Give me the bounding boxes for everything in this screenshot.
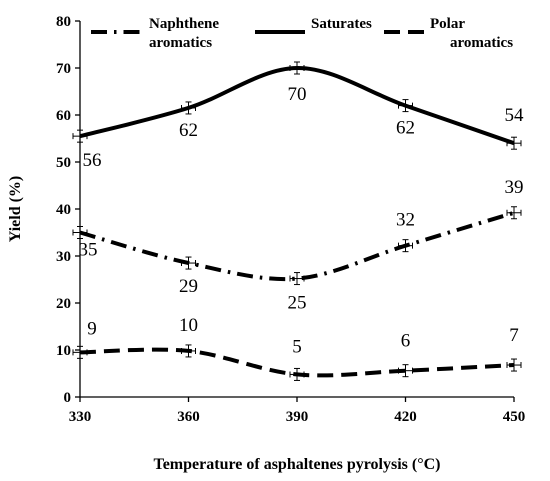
y-tick-label: 20	[56, 296, 71, 312]
data-label: 62	[396, 118, 415, 139]
error-bars	[72, 61, 522, 381]
data-label: 25	[288, 293, 307, 314]
data-label: 56	[83, 150, 102, 171]
legend-label-line: Polar	[430, 16, 465, 32]
y-tick-label: 10	[56, 343, 71, 359]
series-lines	[79, 65, 515, 378]
data-label: 10	[179, 315, 198, 336]
x-axis-title: Temperature of asphaltenes pyrolysis (°C…	[154, 456, 441, 473]
data-label: 62	[179, 120, 198, 141]
legend-label-line: Naphthene	[149, 16, 219, 32]
y-axis-title: Yield (%)	[7, 176, 24, 243]
data-label: 54	[505, 105, 525, 126]
data-label: 7	[509, 325, 519, 346]
tick-labels: 0 10 20 30 40 50 60 70 80 330 360 390 420 450	[56, 14, 525, 425]
x-tick-label: 390	[286, 409, 309, 425]
legend-label-2: Polar aromatics	[430, 16, 513, 51]
legend-label-0: Naphthene aromatics	[149, 16, 219, 51]
y-tick-label: 70	[56, 61, 71, 77]
data-label: 39	[505, 177, 524, 198]
y-tick-label: 0	[64, 390, 72, 406]
y-tick-label: 50	[56, 155, 71, 171]
series-line-1	[79, 65, 515, 146]
data-label: 70	[288, 84, 307, 105]
legend-label-line: aromatics	[149, 35, 212, 51]
data-label: 29	[179, 276, 198, 297]
legend-label-line: Saturates	[311, 16, 372, 32]
legend-label-1: Saturates	[311, 16, 372, 32]
y-tick-label: 40	[56, 202, 71, 218]
data-label: 35	[79, 240, 98, 261]
y-tick-label: 30	[56, 249, 71, 265]
y-tick-label: 80	[56, 14, 71, 30]
x-tick-label: 360	[177, 409, 200, 425]
series-line-0	[79, 210, 515, 282]
axes	[75, 20, 515, 402]
data-label: 9	[87, 318, 97, 339]
legend-label-line: aromatics	[450, 35, 513, 51]
legend: Naphthene aromatics Saturates Polar aromatic…	[91, 16, 513, 51]
data-label: 6	[401, 331, 411, 352]
x-tick-label: 420	[394, 409, 417, 425]
x-tick-label: 330	[69, 409, 92, 425]
data-label: 32	[396, 210, 415, 231]
x-tick-label: 450	[503, 409, 526, 425]
data-label: 5	[292, 336, 302, 357]
y-tick-label: 60	[56, 108, 71, 124]
